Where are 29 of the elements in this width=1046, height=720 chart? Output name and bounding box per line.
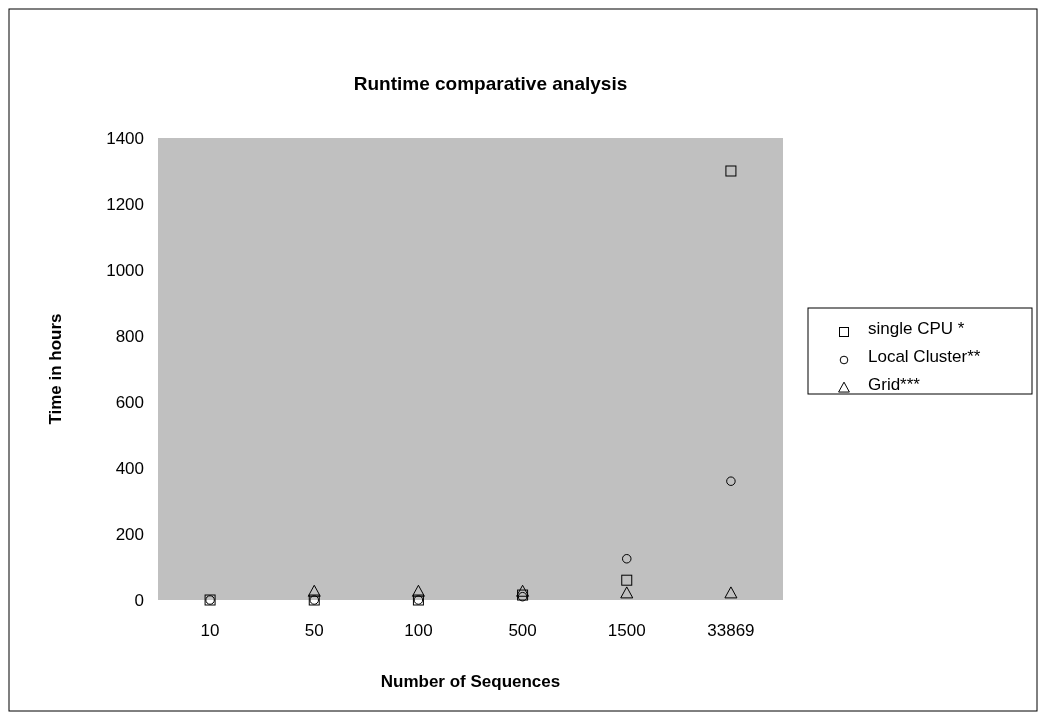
y-tick-label: 800 xyxy=(115,326,144,346)
chart-title: Runtime comparative analysis xyxy=(353,73,628,94)
x-tick-label: 100 xyxy=(404,621,433,640)
x-axis-title: Number of Sequences xyxy=(380,672,561,691)
x-tick-label: 50 xyxy=(304,621,324,640)
y-axis-title: Time in hours xyxy=(46,313,65,425)
point xyxy=(516,584,530,597)
point xyxy=(724,586,738,599)
x-tick-label: 1500 xyxy=(607,621,646,640)
point xyxy=(725,165,737,177)
legend-label: Grid*** xyxy=(868,374,921,394)
x-tick-label: 500 xyxy=(508,621,537,640)
x-tick-label: 10 xyxy=(200,621,220,640)
y-tick-label: 0 xyxy=(134,590,144,610)
point xyxy=(411,584,425,597)
y-tick-label: 400 xyxy=(115,458,144,478)
y-tick-label: 600 xyxy=(115,392,144,412)
y-tick-label: 1400 xyxy=(106,128,144,148)
x-tick-label: 33869 xyxy=(707,621,755,640)
y-tick-label: 1000 xyxy=(106,260,144,280)
point xyxy=(620,586,634,599)
legend-label: single CPU * xyxy=(868,318,965,338)
point xyxy=(726,476,736,486)
legend-label: Local Cluster** xyxy=(868,346,981,366)
point xyxy=(621,574,633,586)
y-tick-label: 1200 xyxy=(106,194,144,214)
y-tick-label: 200 xyxy=(115,524,144,544)
point xyxy=(307,584,321,597)
point xyxy=(622,554,632,564)
